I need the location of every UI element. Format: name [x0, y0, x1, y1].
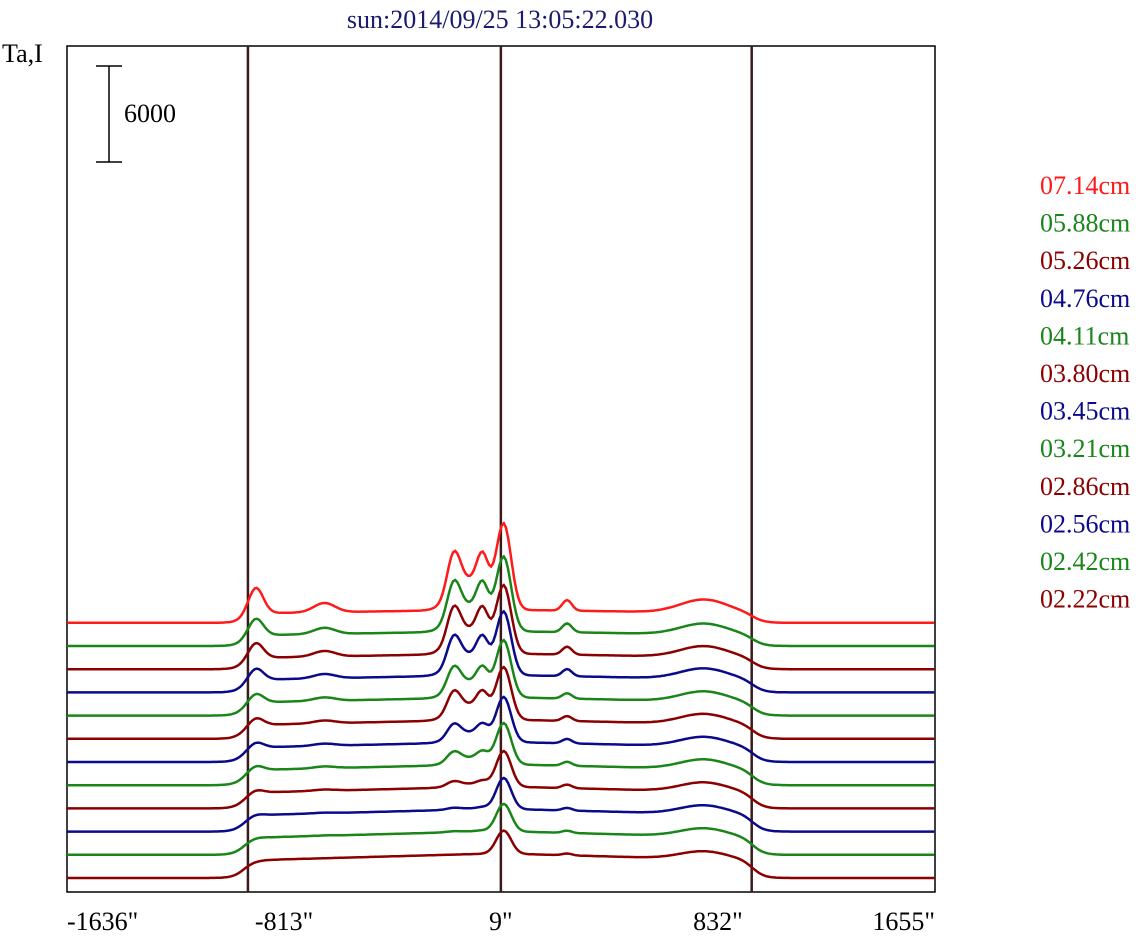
legend-entry-04.11cm: 04.11cm — [1040, 321, 1129, 350]
legend-entry-04.76cm: 04.76cm — [1040, 284, 1130, 313]
legend-entry-03.45cm: 03.45cm — [1040, 397, 1130, 426]
series-line-02.42cm — [67, 802, 935, 857]
x-tick-labels: -1636" -813" 9" 832" 1655" — [67, 907, 935, 936]
legend: 07.14cm 05.88cm 05.26cm 04.76cm 04.11cm 03.80… — [1040, 171, 1130, 614]
x-tick-label-0: -1636" — [67, 907, 138, 936]
legend-entry-05.88cm: 05.88cm — [1040, 209, 1130, 238]
reference-lines — [246, 46, 753, 892]
legend-entry-03.21cm: 03.21cm — [1040, 434, 1130, 463]
series-lines — [67, 521, 935, 880]
series-line-02.22cm — [67, 829, 935, 880]
legend-entry-02.22cm: 02.22cm — [1040, 585, 1130, 614]
x-tick-label-1: -813" — [255, 907, 313, 936]
y-axis-label: Ta,I — [2, 39, 43, 68]
legend-entry-05.26cm: 05.26cm — [1040, 246, 1130, 275]
x-tick-label-3: 832" — [693, 907, 743, 936]
x-tick-label-2: 9" — [489, 907, 513, 936]
scale-bar: 6000 — [96, 65, 176, 163]
series-line-05.26cm — [67, 583, 935, 671]
legend-entry-02.56cm: 02.56cm — [1040, 509, 1130, 538]
series-line-03.21cm — [67, 721, 935, 787]
legend-entry-02.86cm: 02.86cm — [1040, 472, 1130, 501]
x-tick-label-4: 1655" — [872, 907, 935, 936]
legend-entry-07.14cm: 07.14cm — [1040, 171, 1130, 200]
series-line-03.45cm — [67, 695, 935, 764]
series-line-04.76cm — [67, 609, 935, 694]
legend-entry-03.80cm: 03.80cm — [1040, 359, 1130, 388]
series-line-03.80cm — [67, 665, 935, 741]
legend-entry-02.42cm: 02.42cm — [1040, 547, 1130, 576]
scale-bar-label: 6000 — [124, 99, 176, 128]
chart-title: sun:2014/09/25 13:05:22.030 — [347, 5, 653, 34]
series-line-04.11cm — [67, 638, 935, 717]
series-line-07.14cm — [67, 521, 935, 625]
series-line-02.86cm — [67, 749, 935, 810]
series-line-05.88cm — [67, 554, 935, 648]
series-line-02.56cm — [67, 776, 935, 833]
